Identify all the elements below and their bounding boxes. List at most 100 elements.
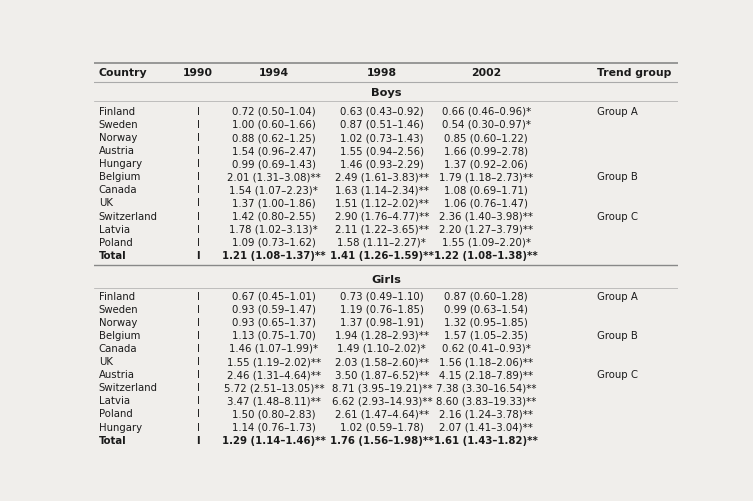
Text: 0.66 (0.46–0.96)*: 0.66 (0.46–0.96)* (442, 107, 531, 117)
Text: 1.94 (1.28–2.93)**: 1.94 (1.28–2.93)** (335, 330, 428, 340)
Text: Latvia: Latvia (99, 224, 130, 234)
Text: l: l (197, 435, 200, 445)
Text: 1.00 (0.60–1.66): 1.00 (0.60–1.66) (232, 120, 316, 130)
Text: l: l (197, 356, 200, 366)
Text: 5.72 (2.51–13.05)**: 5.72 (2.51–13.05)** (224, 382, 325, 392)
Text: Austria: Austria (99, 146, 135, 156)
Text: Hungary: Hungary (99, 159, 142, 169)
Text: 8.60 (3.83–19.33)**: 8.60 (3.83–19.33)** (436, 396, 536, 405)
Text: 2.61 (1.47–4.64)**: 2.61 (1.47–4.64)** (335, 409, 429, 419)
Text: l: l (197, 172, 200, 182)
Text: 1.19 (0.76–1.85): 1.19 (0.76–1.85) (340, 304, 424, 314)
Text: 1.32 (0.95–1.85): 1.32 (0.95–1.85) (444, 317, 528, 327)
Text: 1.29 (1.14–1.46)**: 1.29 (1.14–1.46)** (222, 435, 326, 445)
Text: l: l (197, 304, 200, 314)
Text: Belgium: Belgium (99, 330, 140, 340)
Text: 2.49 (1.61–3.83)**: 2.49 (1.61–3.83)** (335, 172, 428, 182)
Text: Girls: Girls (371, 274, 401, 284)
Text: Hungary: Hungary (99, 422, 142, 432)
Text: l: l (197, 198, 200, 208)
Text: Switzerland: Switzerland (99, 211, 158, 221)
Text: Canada: Canada (99, 185, 137, 195)
Text: 0.99 (0.63–1.54): 0.99 (0.63–1.54) (444, 304, 529, 314)
Text: Sweden: Sweden (99, 120, 139, 130)
Text: Group B: Group B (597, 172, 638, 182)
Text: 0.72 (0.50–1.04): 0.72 (0.50–1.04) (232, 107, 316, 117)
Text: 2002: 2002 (471, 68, 501, 78)
Text: 1.55 (1.09–2.20)*: 1.55 (1.09–2.20)* (442, 237, 531, 247)
Text: 1.58 (1.11–2.27)*: 1.58 (1.11–2.27)* (337, 237, 426, 247)
Text: 2.01 (1.31–3.08)**: 2.01 (1.31–3.08)** (227, 172, 321, 182)
Text: 1.06 (0.76–1.47): 1.06 (0.76–1.47) (444, 198, 529, 208)
Text: 1998: 1998 (367, 68, 397, 78)
Text: 1.21 (1.08–1.37)**: 1.21 (1.08–1.37)** (222, 250, 326, 261)
Text: l: l (197, 382, 200, 392)
Text: 1.37 (0.98–1.91): 1.37 (0.98–1.91) (340, 317, 424, 327)
Text: Norway: Norway (99, 133, 137, 143)
Text: 1.08 (0.69–1.71): 1.08 (0.69–1.71) (444, 185, 528, 195)
Text: 1.57 (1.05–2.35): 1.57 (1.05–2.35) (444, 330, 529, 340)
Text: 0.87 (0.60–1.28): 0.87 (0.60–1.28) (444, 291, 528, 301)
Text: Sweden: Sweden (99, 304, 139, 314)
Text: 1.61 (1.43–1.82)**: 1.61 (1.43–1.82)** (434, 435, 538, 445)
Text: 1.13 (0.75–1.70): 1.13 (0.75–1.70) (232, 330, 316, 340)
Text: 7.38 (3.30–16.54)**: 7.38 (3.30–16.54)** (436, 382, 537, 392)
Text: Belgium: Belgium (99, 172, 140, 182)
Text: l: l (197, 146, 200, 156)
Text: Canada: Canada (99, 343, 137, 353)
Text: UK: UK (99, 356, 113, 366)
Text: 8.71 (3.95–19.21)**: 8.71 (3.95–19.21)** (331, 382, 432, 392)
Text: l: l (197, 120, 200, 130)
Text: Norway: Norway (99, 317, 137, 327)
Text: Poland: Poland (99, 409, 133, 419)
Text: Finland: Finland (99, 107, 135, 117)
Text: Trend group: Trend group (597, 68, 672, 78)
Text: 6.62 (2.93–14.93)**: 6.62 (2.93–14.93)** (331, 396, 432, 405)
Text: Finland: Finland (99, 291, 135, 301)
Text: l: l (197, 422, 200, 432)
Text: l: l (197, 159, 200, 169)
Text: 1.56 (1.18–2.06)**: 1.56 (1.18–2.06)** (439, 356, 533, 366)
Text: 1.63 (1.14–2.34)**: 1.63 (1.14–2.34)** (335, 185, 428, 195)
Text: 0.62 (0.41–0.93)*: 0.62 (0.41–0.93)* (442, 343, 531, 353)
Text: 1.49 (1.10–2.02)*: 1.49 (1.10–2.02)* (337, 343, 426, 353)
Text: l: l (197, 317, 200, 327)
Text: l: l (197, 291, 200, 301)
Text: 2.16 (1.24–3.78)**: 2.16 (1.24–3.78)** (439, 409, 533, 419)
Text: 1.37 (0.92–2.06): 1.37 (0.92–2.06) (444, 159, 528, 169)
Text: 1.22 (1.08–1.38)**: 1.22 (1.08–1.38)** (434, 250, 538, 261)
Text: 2.20 (1.27–3.79)**: 2.20 (1.27–3.79)** (439, 224, 533, 234)
Text: l: l (197, 396, 200, 405)
Text: 1990: 1990 (183, 68, 213, 78)
Text: Total: Total (99, 435, 127, 445)
Text: 1.76 (1.56–1.98)**: 1.76 (1.56–1.98)** (330, 435, 434, 445)
Text: 1.54 (1.07–2.23)*: 1.54 (1.07–2.23)* (230, 185, 319, 195)
Text: 3.50 (1.87–6.52)**: 3.50 (1.87–6.52)** (334, 369, 429, 379)
Text: 2.46 (1.31–4.64)**: 2.46 (1.31–4.64)** (227, 369, 321, 379)
Text: 1.66 (0.99–2.78): 1.66 (0.99–2.78) (444, 146, 529, 156)
Text: 0.85 (0.60–1.22): 0.85 (0.60–1.22) (444, 133, 528, 143)
Text: 2.90 (1.76–4.77)**: 2.90 (1.76–4.77)** (334, 211, 429, 221)
Text: 1.37 (1.00–1.86): 1.37 (1.00–1.86) (232, 198, 316, 208)
Text: 1.02 (0.73–1.43): 1.02 (0.73–1.43) (340, 133, 424, 143)
Text: l: l (197, 330, 200, 340)
Text: 1994: 1994 (259, 68, 289, 78)
Text: l: l (197, 237, 200, 247)
Text: 1.46 (1.07–1.99)*: 1.46 (1.07–1.99)* (230, 343, 319, 353)
Text: 1.78 (1.02–3.13)*: 1.78 (1.02–3.13)* (230, 224, 319, 234)
Text: Poland: Poland (99, 237, 133, 247)
Text: l: l (197, 250, 200, 261)
Text: 1.42 (0.80–2.55): 1.42 (0.80–2.55) (232, 211, 316, 221)
Text: 0.93 (0.65–1.37): 0.93 (0.65–1.37) (232, 317, 316, 327)
Text: Country: Country (99, 68, 148, 78)
Text: UK: UK (99, 198, 113, 208)
Text: 1.41 (1.26–1.59)**: 1.41 (1.26–1.59)** (330, 250, 434, 261)
Text: 3.47 (1.48–8.11)**: 3.47 (1.48–8.11)** (227, 396, 321, 405)
Text: Latvia: Latvia (99, 396, 130, 405)
Text: l: l (197, 107, 200, 117)
Text: 2.03 (1.58–2.60)**: 2.03 (1.58–2.60)** (335, 356, 428, 366)
Text: 0.93 (0.59–1.47): 0.93 (0.59–1.47) (232, 304, 316, 314)
Text: Switzerland: Switzerland (99, 382, 158, 392)
Text: 0.54 (0.30–0.97)*: 0.54 (0.30–0.97)* (442, 120, 531, 130)
Text: 0.87 (0.51–1.46): 0.87 (0.51–1.46) (340, 120, 424, 130)
